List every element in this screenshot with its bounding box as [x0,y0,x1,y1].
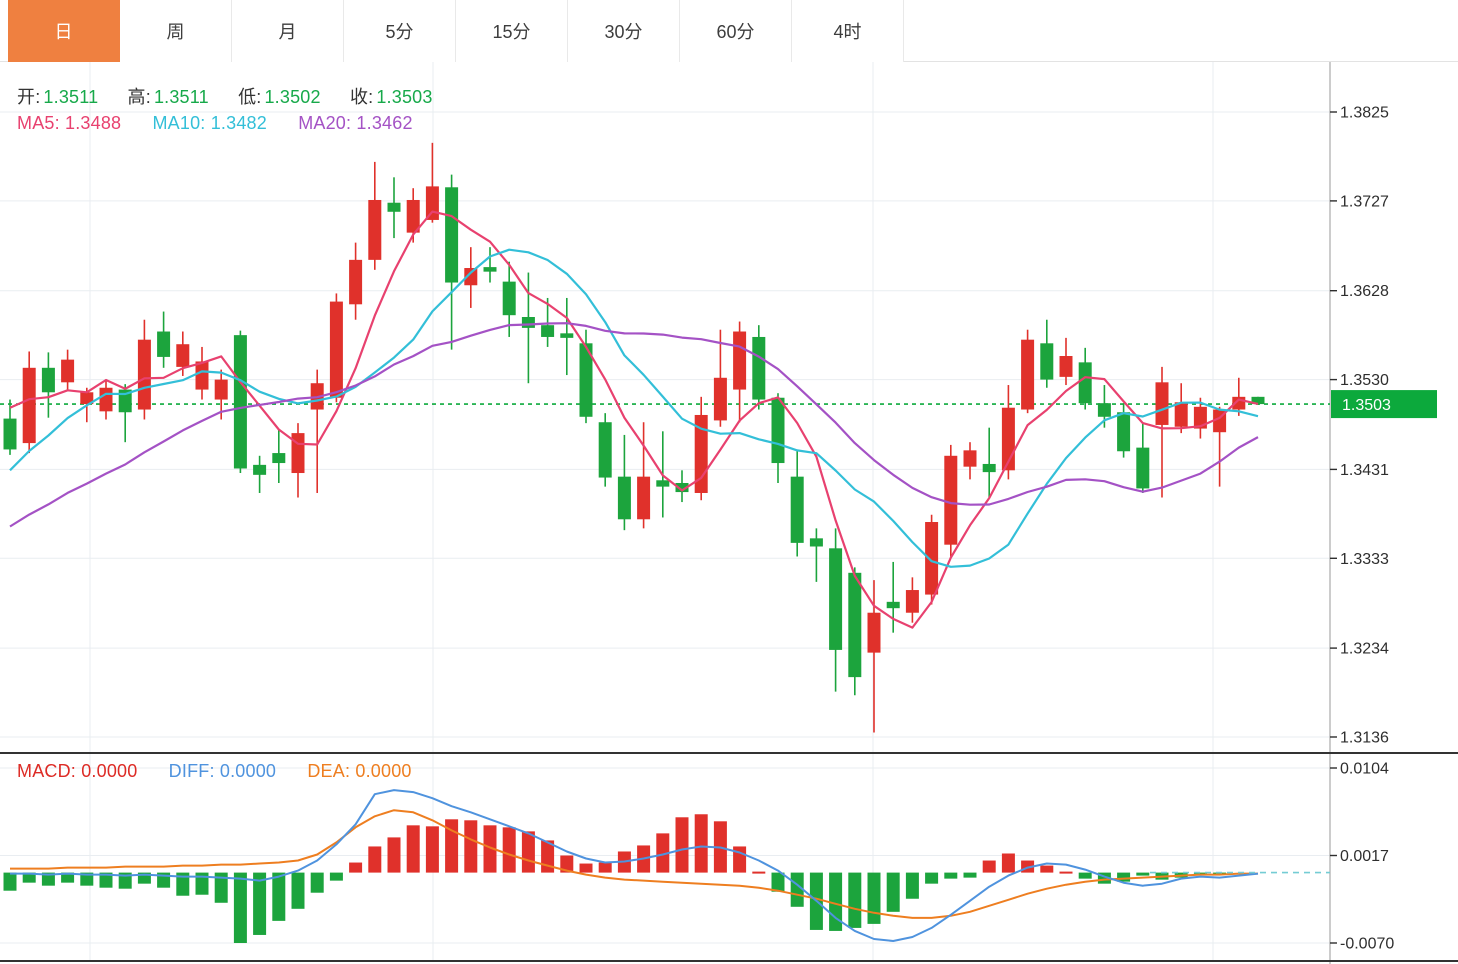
gridlines [0,62,1330,961]
tab-4hour[interactable]: 4时 [792,0,904,62]
axis-tick-label: 0.0104 [1340,761,1389,778]
diff-line [10,789,1259,942]
axis-tick-label: -0.0070 [1340,935,1394,952]
axis-tick-label: 1.3333 [1340,551,1389,568]
tab-5min[interactable]: 5分 [344,0,456,62]
axis-tick-label: 1.3628 [1340,283,1389,300]
ohlc-legend: 开: 1.3511 高: 1.3511 低: 1.3502 收: 1.3503 [17,83,457,109]
high-label: 高: [127,87,151,107]
axis-tick-label: 1.3530 [1340,372,1389,389]
open-label: 开: [17,87,41,107]
macd-histogram [3,814,1227,943]
ma20-legend: MA20: 1.3462 [298,113,413,133]
axis-tick-label: 1.3825 [1340,105,1389,122]
ma10-line [9,248,1259,568]
macd-legend: MACD: 0.0000 DIFF: 0.0000 DEA: 0.0000 [17,761,438,782]
tab-30min[interactable]: 30分 [568,0,680,62]
close-value: 1.3503 [376,87,433,107]
low-label: 低: [238,87,262,107]
axis-tick-label: 0.0017 [1340,848,1389,865]
ma5-legend: MA5: 1.3488 [17,113,122,133]
ma20-line [9,322,1259,528]
last-price-tag-text: 1.3503 [1342,397,1391,414]
tab-week[interactable]: 周 [120,0,232,62]
axis-tick-label: 1.3234 [1340,641,1389,658]
tab-15min[interactable]: 15分 [456,0,568,62]
close-label: 收: [349,87,374,107]
axes: 1.3825 1.3727 1.3628 1.3530 1.3431 1.3333 1.32… [0,62,1458,964]
tab-60min[interactable]: 60分 [680,0,792,62]
axis-tick-label: 1.3431 [1340,462,1389,479]
price-macd-chart[interactable]: 1.3825 1.3727 1.3628 1.3530 1.3431 1.3333 1.32… [0,62,1458,964]
candles-layer [3,142,1265,733]
axis-tick-label: 1.3136 [1340,729,1389,746]
tab-day[interactable]: 日 [8,0,120,62]
low-value: 1.3502 [264,87,321,107]
dea-line [10,809,1258,919]
macd-value-legend: MACD: 0.0000 [17,761,138,781]
tab-month[interactable]: 月 [232,0,344,62]
ma-legend: MA5: 1.3488 MA10: 1.3482 MA20: 1.3462 [17,113,439,134]
last-price-tag: 1.3503 [1331,390,1437,419]
high-value: 1.3511 [153,87,209,107]
diff-value-legend: DIFF: 0.0000 [168,761,277,781]
period-tabbar: 日周月 5分 15分 30分 60分 4时 [0,0,1458,62]
open-value: 1.3511 [43,87,99,107]
ma10-legend: MA10: 1.3482 [152,113,267,133]
ma5-line [9,210,1259,629]
axis-tick-label: 1.3727 [1340,193,1389,210]
dea-value-legend: DEA: 0.0000 [307,761,412,781]
